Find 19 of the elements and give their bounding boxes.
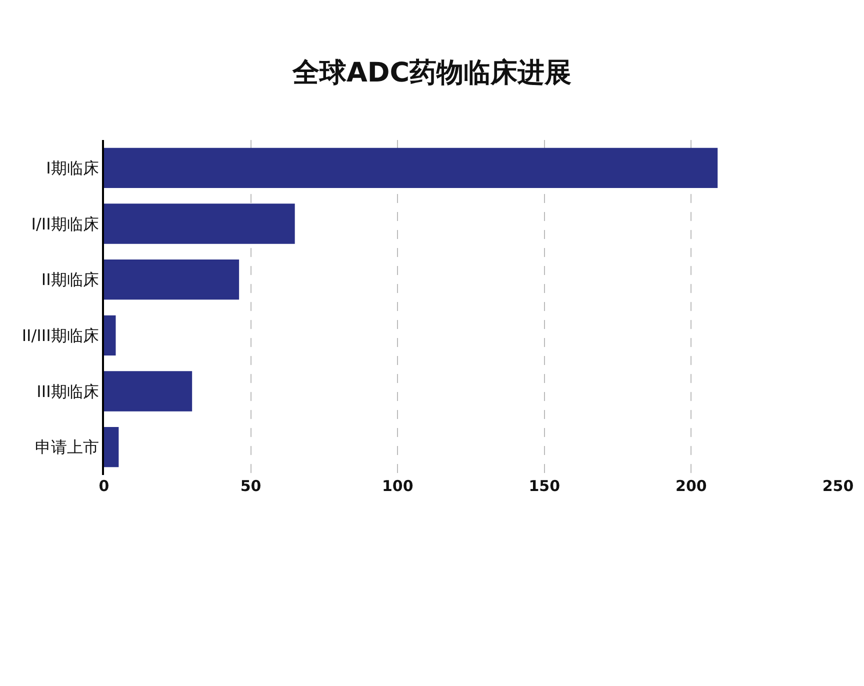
bar: [104, 426, 119, 468]
y-tick-label: I/II期临床: [31, 214, 99, 234]
bar: [104, 259, 240, 300]
bar: [104, 204, 295, 244]
x-tick-label: 200: [676, 477, 707, 495]
y-tick-label: 申请上市: [34, 438, 99, 457]
x-tick-label: 0: [98, 477, 110, 495]
x-tick-label: 150: [528, 477, 560, 495]
chart-title: 全球ADC药物临床进展: [291, 57, 572, 88]
x-tick-label: 100: [382, 477, 414, 495]
y-tick-label: III期临床: [36, 382, 99, 401]
x-tick-label: 50: [240, 477, 262, 495]
y-tick-label: I期临床: [46, 158, 99, 178]
x-tick-label: 250: [822, 477, 854, 495]
bar: [104, 315, 116, 356]
bar: [104, 148, 718, 188]
bar: [104, 371, 192, 412]
y-tick-label: II期临床: [41, 270, 99, 290]
y-tick-label: II/III期临床: [22, 326, 99, 346]
